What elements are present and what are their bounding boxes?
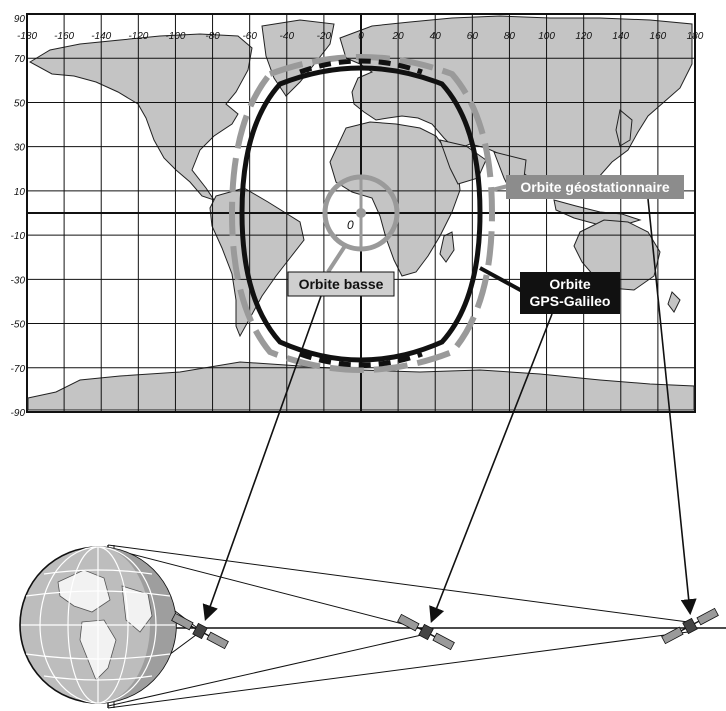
satellite-icon	[661, 607, 719, 645]
longitude-tick-label: 80	[504, 31, 516, 42]
longitude-tick-label: 40	[430, 31, 442, 42]
center-zero-label: 0	[347, 218, 354, 232]
latitude-tick-label: -90	[11, 408, 26, 419]
arrow-gps-orbit	[429, 313, 553, 623]
latitude-tick-labels: 90 70 50 30 10 -10 -30 -50 -70 -90	[11, 14, 26, 419]
globe-icon	[19, 546, 177, 704]
latitude-tick-label: -30	[11, 275, 26, 286]
latitude-tick-label: 50	[14, 98, 26, 109]
longitude-tick-label: -20	[317, 31, 332, 42]
longitude-tick-label: 120	[575, 31, 592, 42]
arrow-low-orbit	[202, 295, 322, 622]
madagascar	[439, 231, 455, 263]
pointer-arrows	[202, 198, 697, 623]
orbit-gps-label-line2: GPS-Galileo	[530, 293, 611, 309]
satellite-icon	[171, 612, 229, 650]
longitude-tick-labels: -180 -160 -140 -120 -100 -80 -60 -40 -20 0 20 40 60 8…	[17, 31, 704, 42]
orbit-rings	[228, 54, 525, 373]
longitude-tick-label: 140	[612, 31, 629, 42]
label-orbit-geo: Orbite géostationnaire	[506, 175, 684, 199]
latitude-tick-label: 30	[14, 143, 26, 154]
longitude-tick-label: 100	[538, 31, 555, 42]
label-orbit-gps: Orbite GPS-Galileo	[520, 272, 620, 314]
gps-orbit-dashed-top	[299, 58, 423, 75]
low-orbit-connector	[326, 244, 347, 274]
gps-orbit-ring	[239, 65, 483, 363]
orbit-low-label: Orbite basse	[299, 276, 384, 292]
gps-orbit-dashed-bottom	[299, 351, 423, 368]
longitude-tick-label: -120	[128, 31, 148, 42]
latitude-tick-label: -50	[11, 320, 26, 331]
longitude-tick-label: -60	[242, 31, 257, 42]
latitude-tick-label: -70	[11, 364, 26, 375]
longitude-tick-label: -140	[91, 31, 111, 42]
latitude-tick-label: -10	[11, 231, 26, 242]
longitude-tick-label: -80	[205, 31, 220, 42]
longitude-tick-label: -160	[54, 31, 74, 42]
longitude-tick-label: 60	[467, 31, 479, 42]
japan	[615, 109, 633, 147]
geo-label-connector	[491, 184, 509, 192]
geo-orbit-ring	[228, 54, 496, 373]
latitude-tick-label: 70	[14, 54, 26, 65]
longitude-tick-label: 160	[650, 31, 667, 42]
longitude-tick-label: -100	[165, 31, 185, 42]
label-orbit-basse: Orbite basse	[287, 271, 395, 297]
gps-label-connector	[479, 266, 525, 294]
new-zealand	[667, 291, 681, 313]
longitude-tick-label: -40	[280, 31, 295, 42]
longitude-tick-label: 0	[358, 31, 364, 42]
orbit-center-dot	[356, 208, 366, 218]
longitude-tick-label: 20	[392, 31, 405, 42]
orbit-gps-label-line1: Orbite	[549, 276, 590, 292]
latitude-tick-label: 90	[14, 14, 26, 25]
world-map: -180 -160 -140 -120 -100 -80 -60 -40 -20 0 20 40 60 8…	[11, 13, 704, 419]
longitude-tick-label: -180	[17, 31, 37, 42]
orbit-geo-label: Orbite géostationnaire	[520, 179, 670, 195]
arrow-geo-orbit	[647, 198, 697, 616]
longitude-tick-label: 180	[687, 31, 704, 42]
satellite-icon	[397, 613, 455, 651]
latitude-tick-label: 10	[14, 187, 26, 198]
